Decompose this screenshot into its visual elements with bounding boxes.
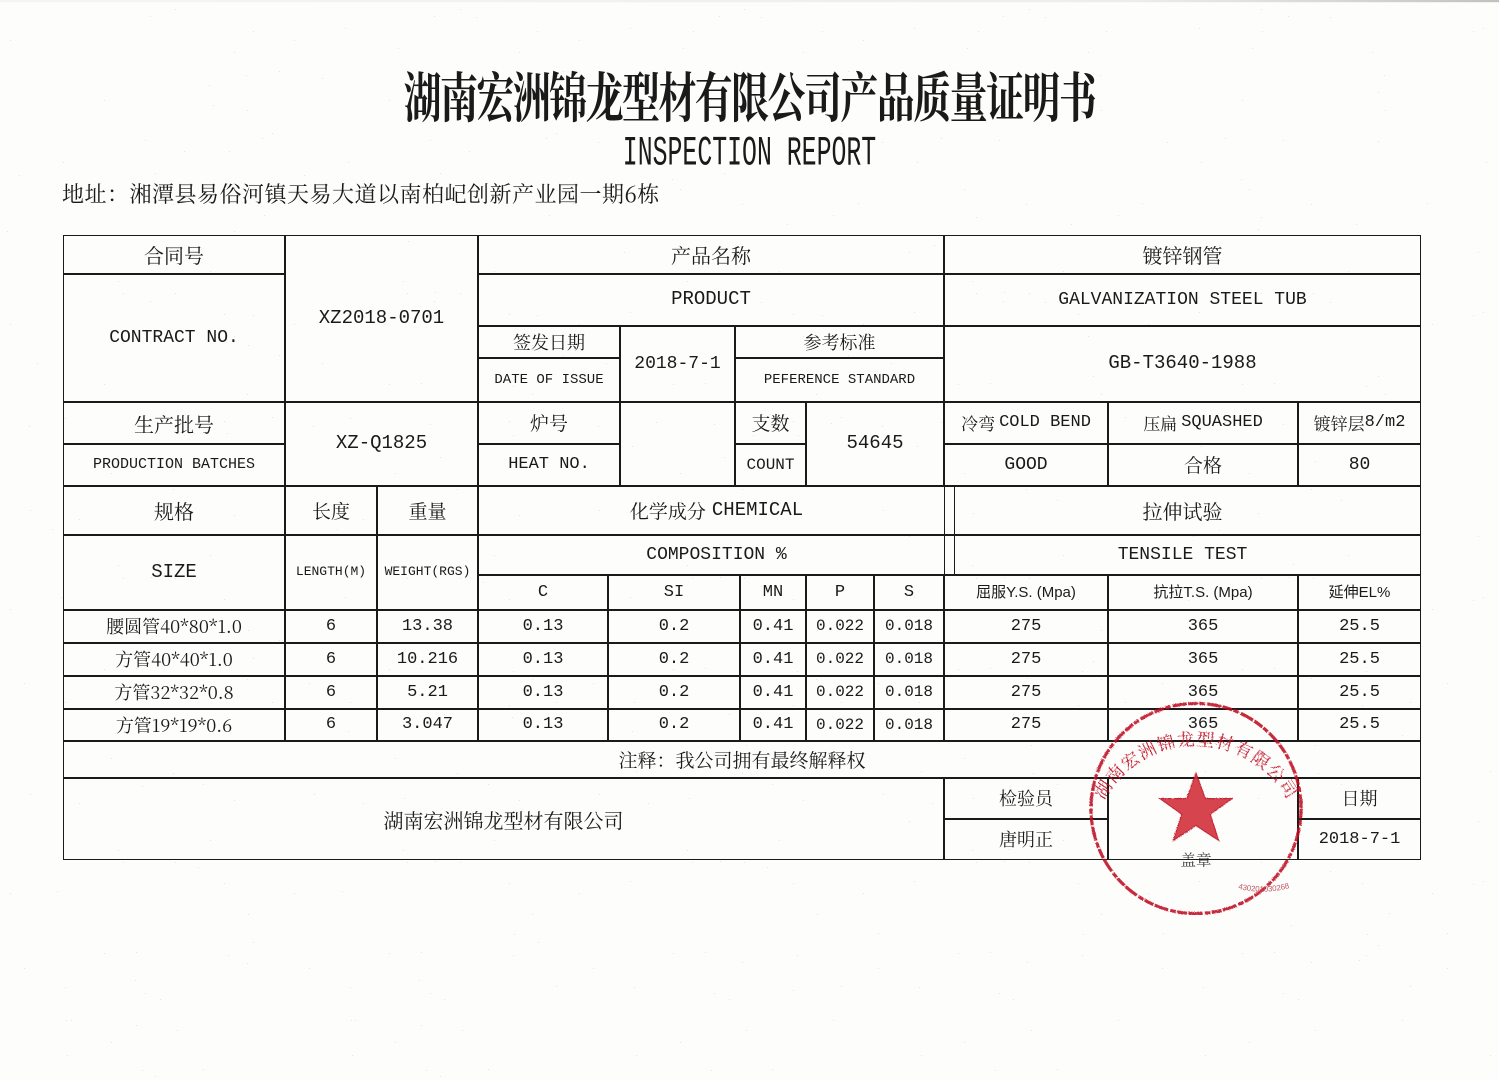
svg-text:430201030268: 430201030268 (1238, 881, 1291, 893)
svg-text:盖章: 盖章 (1180, 848, 1211, 870)
